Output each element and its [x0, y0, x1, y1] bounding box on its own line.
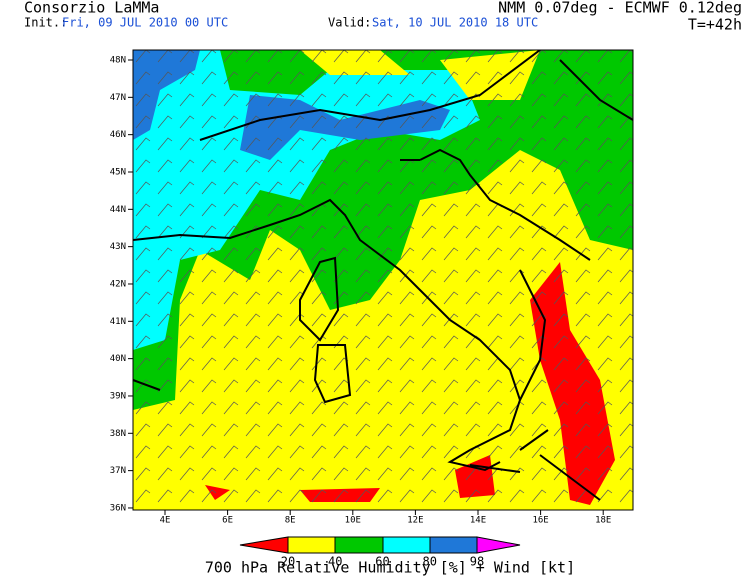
lat-label: 37N — [110, 466, 126, 476]
lat-label: 40N — [110, 354, 126, 364]
valid-value: Sat, 10 JUL 2010 18 UTC — [372, 16, 538, 30]
lat-label: 41N — [110, 317, 126, 327]
title-right: NMM 0.07deg - ECMWF 0.12deg — [498, 0, 742, 17]
colorbar-label: 98 — [470, 555, 484, 569]
lon-label: 12E — [407, 516, 423, 526]
colorbar-yellow — [287, 536, 336, 554]
coastlines — [133, 50, 633, 501]
wind-barbs — [133, 50, 633, 510]
init-label: Init.: — [24, 16, 67, 30]
title-left: Consorzio LaMMa — [24, 0, 159, 17]
map-area — [133, 50, 633, 510]
colorbar — [239, 536, 521, 554]
lon-label: 14E — [470, 516, 486, 526]
colorbar-cyan — [382, 536, 431, 554]
axis-labels: 48N 47N 46N 45N 44N 43N 42N 41N 40N 39N 38N 37N 36N 4… — [110, 56, 612, 526]
colorbar-green — [334, 536, 384, 554]
colorbar-red — [239, 536, 289, 554]
lon-label: 6E — [222, 516, 233, 526]
footer-title: 700 hPa Relative Humidity [%] + Wind [kt… — [205, 559, 575, 577]
map-frame — [132, 49, 634, 511]
lat-label: 46N — [110, 130, 126, 140]
lat-label: 38N — [110, 429, 126, 439]
lat-label: 48N — [110, 56, 126, 66]
colorbar-label: 40 — [328, 555, 342, 569]
lon-label: 4E — [160, 516, 171, 526]
colorbar-blue — [429, 536, 478, 554]
lon-label: 16E — [532, 516, 548, 526]
colorbar-labels: 20 40 60 80 98 — [281, 555, 484, 569]
valid-label: Valid: — [328, 16, 371, 30]
lon-label: 18E — [595, 516, 611, 526]
lon-label: 8E — [285, 516, 296, 526]
colorbar-magenta — [476, 536, 521, 554]
lead-time: T=+42h — [688, 16, 742, 34]
lat-label: 43N — [110, 242, 126, 252]
lat-label: 44N — [110, 205, 126, 215]
lat-label: 39N — [110, 391, 126, 401]
colorbar-label: 80 — [423, 555, 437, 569]
lat-label: 47N — [110, 93, 126, 103]
lat-label: 36N — [110, 503, 126, 513]
lon-label: 10E — [345, 516, 361, 526]
lat-label: 45N — [110, 167, 126, 177]
colorbar-label: 60 — [375, 555, 389, 569]
init-value: Fri, 09 JUL 2010 00 UTC — [62, 16, 228, 30]
colorbar-label: 20 — [281, 555, 295, 569]
lat-label: 42N — [110, 279, 126, 289]
